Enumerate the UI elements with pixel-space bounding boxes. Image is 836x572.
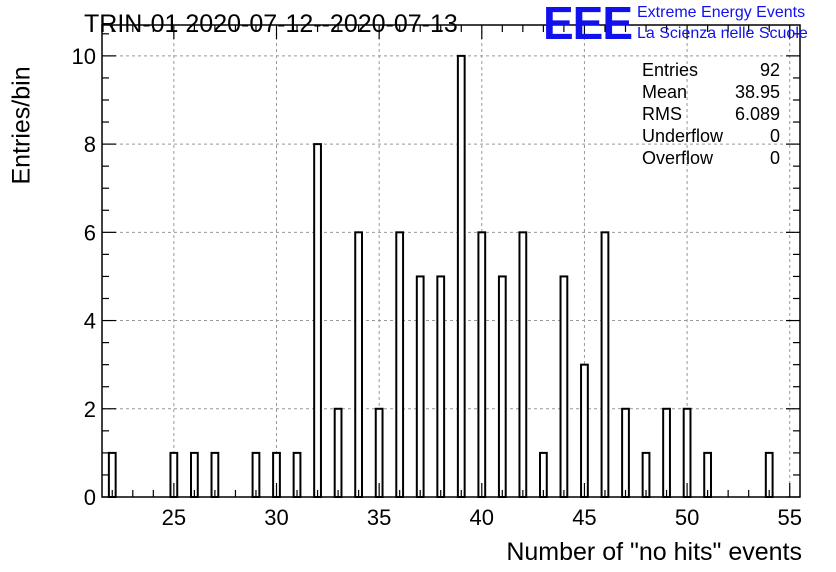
plot-frame	[101, 24, 801, 498]
histogram-bar	[600, 231, 610, 498]
stat-row-rms: RMS 6.089	[642, 104, 780, 126]
histogram-bar	[497, 275, 507, 498]
x-tick-label: 25	[162, 505, 186, 530]
stat-value: 0	[769, 126, 780, 146]
grid-lines	[102, 25, 800, 497]
eee-logo: EEE Extreme Energy Events La Scienza nel…	[543, 0, 835, 49]
stat-value: 38.95	[734, 82, 780, 102]
y-tick-label: 4	[84, 309, 96, 334]
histogram-bar	[313, 143, 322, 498]
histogram-bar	[621, 407, 630, 498]
histogram-bar	[333, 407, 343, 498]
stats-box: Entries 92 Mean 38.95 RMS 6.089 Underflo…	[642, 60, 780, 170]
x-tick-label: 35	[367, 505, 391, 530]
axis-ticks	[102, 25, 800, 498]
y-tick-label: 0	[84, 485, 96, 510]
histogram-bar	[456, 54, 466, 498]
histogram-bar	[662, 407, 671, 498]
x-tick-label: 55	[777, 505, 801, 530]
histogram-bar	[477, 231, 487, 498]
histogram-bar	[354, 231, 364, 498]
stat-row-entries: Entries 92	[642, 60, 780, 82]
x-tick-label: 45	[572, 505, 596, 530]
stat-value: 92	[759, 60, 780, 80]
histogram-bar	[395, 231, 405, 498]
stat-value: 0	[769, 148, 780, 168]
y-tick-label: 6	[84, 220, 96, 245]
histogram-bar	[415, 275, 425, 498]
stat-label: Mean	[642, 82, 688, 102]
stat-label: Underflow	[642, 126, 724, 146]
x-axis-label: Number of "no hits" events	[506, 538, 802, 566]
histogram-bar	[436, 275, 446, 498]
y-axis-label-text: Entries/bin	[7, 66, 36, 185]
stat-label: RMS	[642, 104, 682, 124]
chart-title: TRIN-01 2020-07-12--2020-07-13	[84, 10, 458, 38]
histogram-bar	[518, 231, 528, 498]
logo-line-2: La Scienza nelle Scuole	[637, 25, 808, 42]
y-tick-label: 8	[84, 132, 96, 157]
stat-row-underflow: Underflow 0	[642, 126, 780, 148]
tick-labels: 25 30 35 40 45 50 55 0 2 4 6 8 10	[72, 44, 802, 530]
histogram-bar	[580, 363, 589, 498]
y-tick-label: 10	[72, 44, 96, 69]
logo-line-1: Extreme Energy Events	[637, 4, 806, 21]
stat-label: Overflow	[642, 148, 714, 168]
x-tick-label: 50	[675, 505, 699, 530]
stat-value: 6.089	[734, 104, 780, 124]
x-tick-label: 40	[470, 505, 494, 530]
eee-logo-mark: EEE	[543, 0, 633, 49]
stat-row-overflow: Overflow 0	[642, 148, 780, 170]
x-tick-label: 30	[264, 505, 288, 530]
y-tick-label: 2	[84, 397, 96, 422]
stat-row-mean: Mean 38.95	[642, 82, 780, 104]
histogram-bar	[559, 275, 569, 498]
stat-label: Entries	[642, 60, 699, 80]
